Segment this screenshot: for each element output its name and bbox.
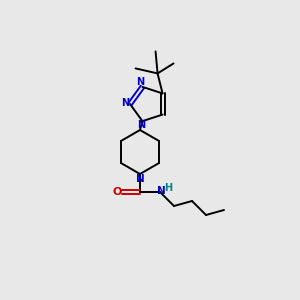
Text: N: N <box>136 77 145 87</box>
Text: N: N <box>157 186 165 196</box>
Text: H: H <box>164 183 172 193</box>
Text: N: N <box>136 174 144 184</box>
Text: O: O <box>112 187 122 197</box>
Text: N: N <box>137 120 146 130</box>
Text: N: N <box>121 98 129 108</box>
